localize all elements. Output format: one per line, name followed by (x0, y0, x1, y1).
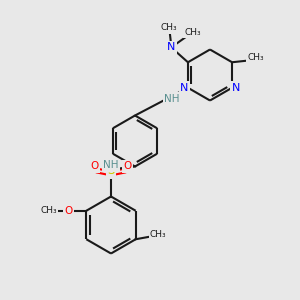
Text: CH₃: CH₃ (184, 28, 201, 37)
Text: O: O (90, 161, 99, 171)
Text: NH: NH (164, 94, 180, 103)
Text: CH₃: CH₃ (40, 206, 57, 215)
Text: CH₃: CH₃ (150, 230, 166, 239)
Text: O: O (123, 161, 132, 171)
Text: N: N (167, 42, 176, 52)
Text: N: N (180, 83, 188, 93)
Text: CH₃: CH₃ (248, 53, 264, 62)
Text: CH₃: CH₃ (160, 23, 177, 32)
Text: N: N (232, 83, 240, 93)
Text: S: S (107, 164, 115, 178)
Text: O: O (64, 206, 72, 216)
Text: NH: NH (103, 160, 119, 170)
